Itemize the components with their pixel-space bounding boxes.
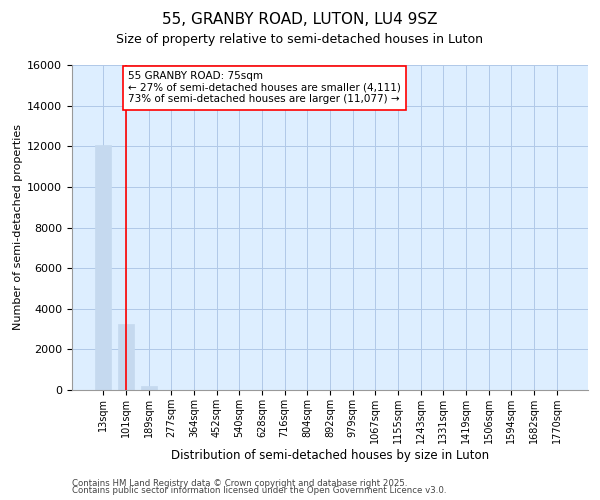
Bar xyxy=(118,324,134,390)
Bar xyxy=(141,386,157,390)
Text: 55 GRANBY ROAD: 75sqm
← 27% of semi-detached houses are smaller (4,111)
73% of s: 55 GRANBY ROAD: 75sqm ← 27% of semi-deta… xyxy=(128,71,401,104)
Bar xyxy=(95,145,112,390)
Y-axis label: Number of semi-detached properties: Number of semi-detached properties xyxy=(13,124,23,330)
X-axis label: Distribution of semi-detached houses by size in Luton: Distribution of semi-detached houses by … xyxy=(171,448,489,462)
Text: Contains public sector information licensed under the Open Government Licence v3: Contains public sector information licen… xyxy=(72,486,446,495)
Text: Contains HM Land Registry data © Crown copyright and database right 2025.: Contains HM Land Registry data © Crown c… xyxy=(72,478,407,488)
Text: 55, GRANBY ROAD, LUTON, LU4 9SZ: 55, GRANBY ROAD, LUTON, LU4 9SZ xyxy=(162,12,438,28)
Text: Size of property relative to semi-detached houses in Luton: Size of property relative to semi-detach… xyxy=(116,32,484,46)
